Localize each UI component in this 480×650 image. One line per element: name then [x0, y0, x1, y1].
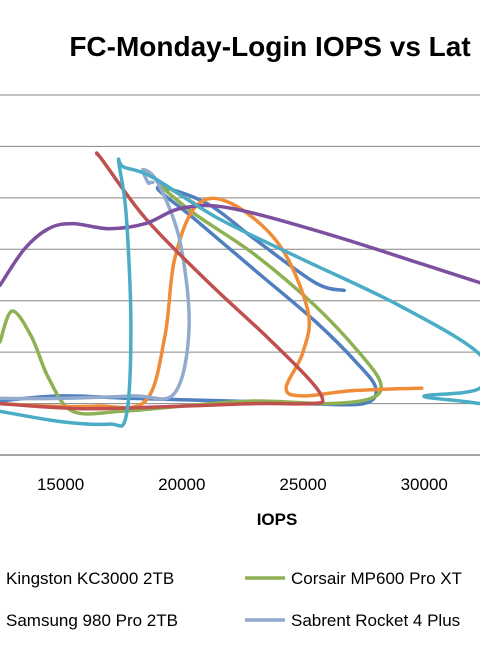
gridlines [0, 94, 480, 456]
x-tick-label: 30000 [401, 475, 448, 494]
series-line-4 [0, 167, 191, 401]
legend-label: Kingston KC3000 2TB [6, 569, 174, 588]
legend-item: Sabrent Rocket 4 Plus [245, 611, 460, 630]
legend: Kingston KC3000 2TB Corsair MP600 Pro XT S… [6, 569, 462, 630]
x-tick-label: 20000 [158, 475, 205, 494]
legend-label: Sabrent Rocket 4 Plus [291, 611, 460, 630]
x-axis-label: IOPS [257, 510, 298, 529]
legend-item: Samsung 980 Pro 2TB [6, 611, 178, 630]
series-line-3 [0, 196, 424, 410]
series-lines [0, 151, 480, 428]
series-line-5 [0, 151, 325, 411]
x-tick-label: 25000 [279, 475, 326, 494]
chart-title: FC-Monday-Login IOPS vs Lat [69, 31, 470, 62]
series-line-7 [0, 157, 480, 428]
series-line-1 [0, 185, 378, 407]
x-tick-labels: 15000 20000 25000 30000 [37, 475, 448, 494]
x-tick-label: 15000 [37, 475, 84, 494]
series-line-6 [0, 203, 480, 288]
legend-item: Corsair MP600 Pro XT [245, 569, 462, 588]
legend-label: Samsung 980 Pro 2TB [6, 611, 178, 630]
series-line-2 [0, 180, 383, 416]
legend-item: Kingston KC3000 2TB [6, 569, 174, 588]
legend-label: Corsair MP600 Pro XT [291, 569, 462, 588]
